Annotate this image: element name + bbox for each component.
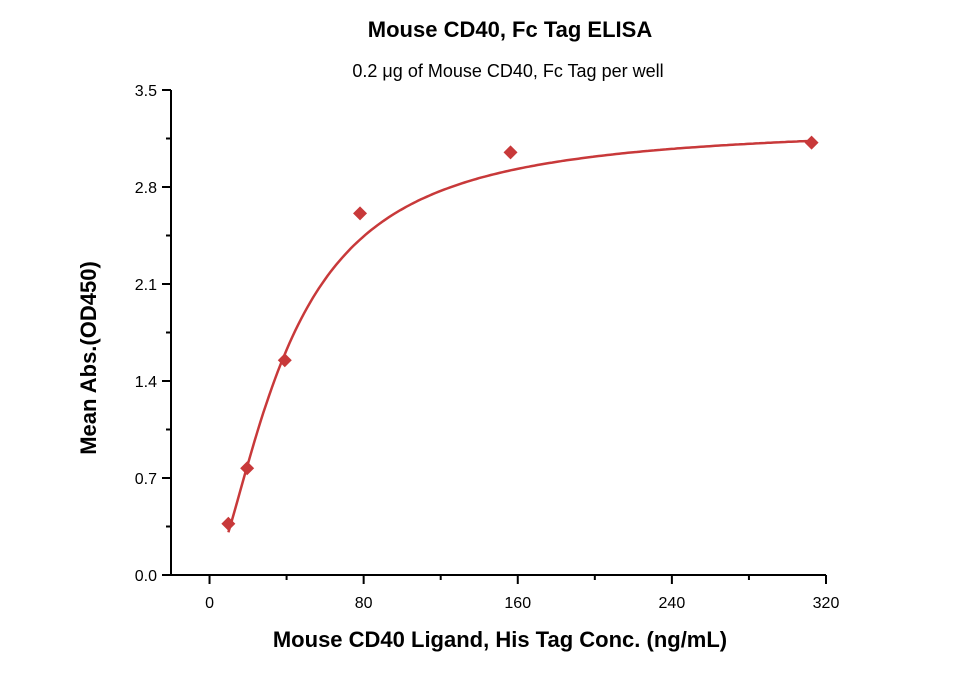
chart-subtitle: 0.2 μg of Mouse CD40, Fc Tag per well (352, 61, 663, 81)
y-tick-label: 2.8 (135, 180, 157, 197)
y-tick-label: 0.7 (135, 471, 157, 488)
y-tick-label: 1.4 (135, 374, 157, 391)
y-axis-label: Mean Abs.(OD450) (76, 261, 101, 455)
y-tick-label: 2.1 (135, 277, 157, 294)
y-tick-label: 3.5 (135, 83, 157, 100)
axes (170, 90, 826, 576)
ticks: 0.0 0.7 1.4 2.1 2.8 3.5 0 80 160 240 320 (135, 83, 840, 612)
data-point (804, 135, 819, 150)
data-point (221, 516, 236, 531)
data-point (503, 145, 518, 160)
x-tick-label: 320 (813, 595, 840, 612)
x-tick-label: 240 (659, 595, 686, 612)
y-tick-label: 0.0 (135, 568, 157, 585)
x-axis-label: Mouse CD40 Ligand, His Tag Conc. (ng/mL) (273, 627, 727, 652)
x-tick-label: 0 (205, 595, 214, 612)
data-points (221, 135, 819, 531)
data-point (353, 206, 368, 221)
data-point (277, 353, 292, 368)
data-point (240, 461, 255, 476)
fit-curve (227, 139, 812, 533)
x-tick-label: 160 (504, 595, 531, 612)
chart-title: Mouse CD40, Fc Tag ELISA (368, 17, 653, 42)
x-tick-label: 80 (355, 595, 373, 612)
